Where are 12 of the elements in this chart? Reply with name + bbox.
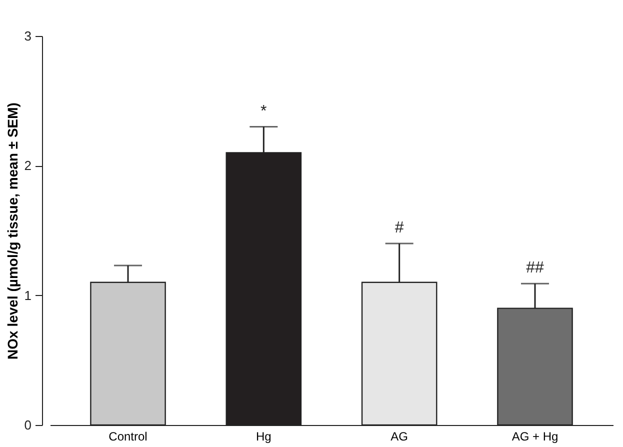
y-tick-label: 2 (24, 158, 32, 174)
x-tick-label: AG (390, 430, 408, 444)
y-tick-label: 1 (24, 288, 32, 303)
data-label: # (394, 219, 404, 236)
y-axis-title: NOx level (µmol/g tissue, mean ± SEM) (4, 102, 20, 360)
x-tick-label: Hg (256, 430, 272, 444)
x-tick-label: AG + Hg (512, 430, 558, 444)
y-tick-label: 0 (24, 418, 32, 432)
x-tick-label: Control (108, 430, 148, 444)
y-tick-label: 3 (24, 28, 32, 44)
data-label: * (260, 102, 267, 120)
data-label: ## (526, 260, 544, 277)
